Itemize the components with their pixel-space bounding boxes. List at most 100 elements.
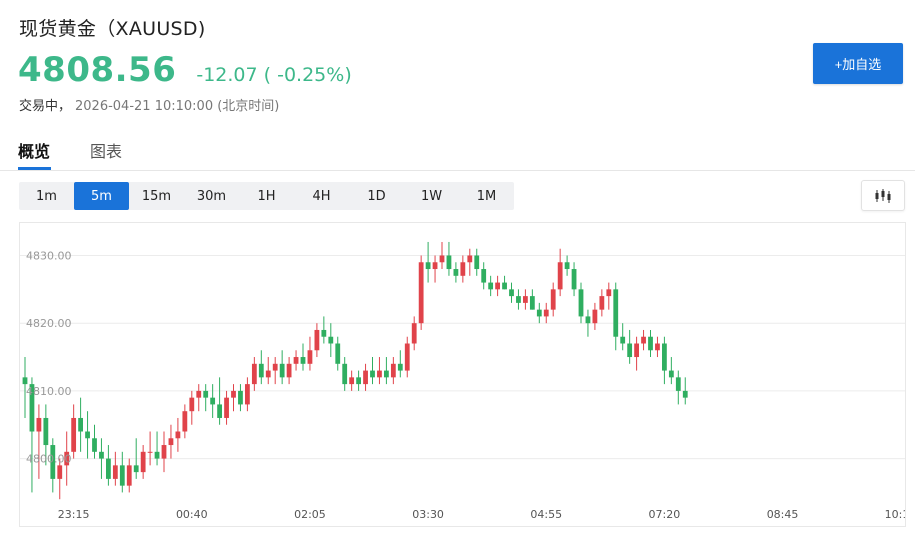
y-axis-label: 4800.00 bbox=[26, 453, 72, 466]
candle bbox=[314, 323, 320, 358]
chart-type-button[interactable] bbox=[861, 180, 905, 211]
candle bbox=[112, 451, 118, 486]
y-axis-label: 4830.00 bbox=[26, 249, 72, 262]
candle bbox=[251, 357, 257, 391]
candle bbox=[439, 241, 445, 270]
candle bbox=[474, 248, 480, 276]
candle bbox=[272, 357, 278, 385]
candle bbox=[585, 309, 591, 337]
candle bbox=[418, 255, 424, 330]
period-1m[interactable]: 1m bbox=[36, 188, 57, 204]
period-1mo[interactable]: 1M bbox=[476, 188, 497, 204]
status-label: 交易中， bbox=[19, 99, 72, 114]
candle bbox=[154, 431, 160, 466]
candle bbox=[22, 357, 28, 418]
candle bbox=[92, 424, 97, 459]
candle bbox=[64, 431, 70, 486]
x-axis-label: 00:40 bbox=[176, 508, 208, 521]
candle bbox=[335, 336, 341, 371]
period-1d[interactable]: 1D bbox=[367, 188, 386, 204]
candle bbox=[286, 357, 292, 385]
candle bbox=[245, 377, 250, 412]
candle bbox=[363, 363, 368, 391]
period-5m[interactable]: 5m bbox=[74, 182, 129, 210]
x-axis-label: 08:45 bbox=[767, 508, 799, 521]
candle bbox=[460, 255, 466, 283]
candle bbox=[446, 241, 452, 276]
tab-chart[interactable]: 图表 bbox=[90, 142, 123, 161]
candle bbox=[613, 282, 619, 351]
candle bbox=[231, 384, 236, 412]
period-1w[interactable]: 1W bbox=[420, 188, 443, 204]
candle bbox=[78, 397, 83, 452]
candle bbox=[571, 262, 577, 297]
candle bbox=[265, 357, 271, 385]
candle bbox=[404, 336, 410, 378]
candle bbox=[99, 438, 104, 479]
x-axis-label: 07:20 bbox=[649, 508, 681, 521]
candle bbox=[342, 357, 348, 391]
candle bbox=[390, 357, 396, 385]
candle bbox=[620, 323, 626, 351]
period-1h[interactable]: 1H bbox=[257, 188, 276, 204]
candle bbox=[71, 404, 77, 459]
candle bbox=[85, 411, 90, 459]
candle bbox=[509, 282, 514, 303]
candle bbox=[648, 329, 653, 358]
candle bbox=[196, 384, 202, 412]
candle bbox=[432, 255, 438, 283]
candle bbox=[349, 370, 355, 391]
y-axis-label: 4820.00 bbox=[26, 317, 72, 330]
candlestick-icon bbox=[875, 188, 891, 203]
tab-overview[interactable]: 概览 bbox=[18, 142, 51, 161]
period-15m[interactable]: 15m bbox=[141, 188, 172, 204]
candle bbox=[182, 404, 188, 439]
candle bbox=[210, 384, 216, 418]
candle bbox=[668, 357, 674, 385]
candle bbox=[50, 438, 56, 493]
candle bbox=[397, 350, 403, 378]
candle bbox=[655, 336, 660, 358]
candle bbox=[627, 329, 633, 364]
candle bbox=[126, 458, 132, 493]
quote-row: 4808.56 -12.07 ( -0.25%) bbox=[18, 50, 352, 90]
candle bbox=[523, 289, 528, 310]
active-tab-indicator bbox=[18, 167, 51, 170]
period-4h[interactable]: 4H bbox=[312, 188, 331, 204]
quote-timestamp: 2026-04-21 10:10:00 (北京时间) bbox=[75, 99, 280, 114]
candle bbox=[258, 350, 264, 385]
candle bbox=[29, 377, 35, 493]
candle bbox=[189, 390, 195, 425]
candlestick-chart[interactable]: 4830.00 4820.00 4810.00 4800.00 23:15 00:40 02… bbox=[20, 223, 905, 526]
candle bbox=[119, 451, 125, 493]
candle bbox=[43, 404, 49, 466]
candle bbox=[481, 262, 487, 290]
candle bbox=[606, 282, 612, 310]
candle bbox=[307, 336, 313, 371]
candle bbox=[502, 275, 507, 290]
candle bbox=[224, 390, 229, 425]
period-30m[interactable]: 30m bbox=[196, 188, 227, 204]
add-to-watchlist-button[interactable]: +加自选 bbox=[813, 43, 903, 84]
x-axis-label: 02:05 bbox=[294, 508, 326, 521]
x-axis-label: 04:55 bbox=[530, 508, 562, 521]
candle bbox=[217, 377, 222, 425]
candle bbox=[370, 357, 375, 385]
x-axis-label: 10:1 bbox=[885, 508, 905, 521]
candle bbox=[634, 336, 639, 371]
price-chart[interactable]: 4830.00 4820.00 4810.00 4800.00 23:15 00:40 02… bbox=[19, 222, 906, 527]
candle bbox=[133, 438, 139, 479]
candle bbox=[161, 431, 167, 473]
period-selector: 1m 5m 15m 30m 1H 4H 1D 1W 1M bbox=[19, 182, 514, 210]
candle bbox=[529, 289, 535, 310]
candle bbox=[300, 343, 306, 371]
candle bbox=[543, 302, 549, 324]
y-axis-label: 4810.00 bbox=[26, 385, 72, 398]
candle bbox=[599, 289, 605, 317]
candle bbox=[662, 336, 667, 385]
candle bbox=[279, 350, 285, 385]
candle bbox=[293, 350, 299, 371]
candle bbox=[328, 323, 334, 358]
candle bbox=[467, 248, 473, 276]
trading-status: 交易中， 2026-04-21 10:10:00 (北京时间) bbox=[19, 95, 279, 114]
